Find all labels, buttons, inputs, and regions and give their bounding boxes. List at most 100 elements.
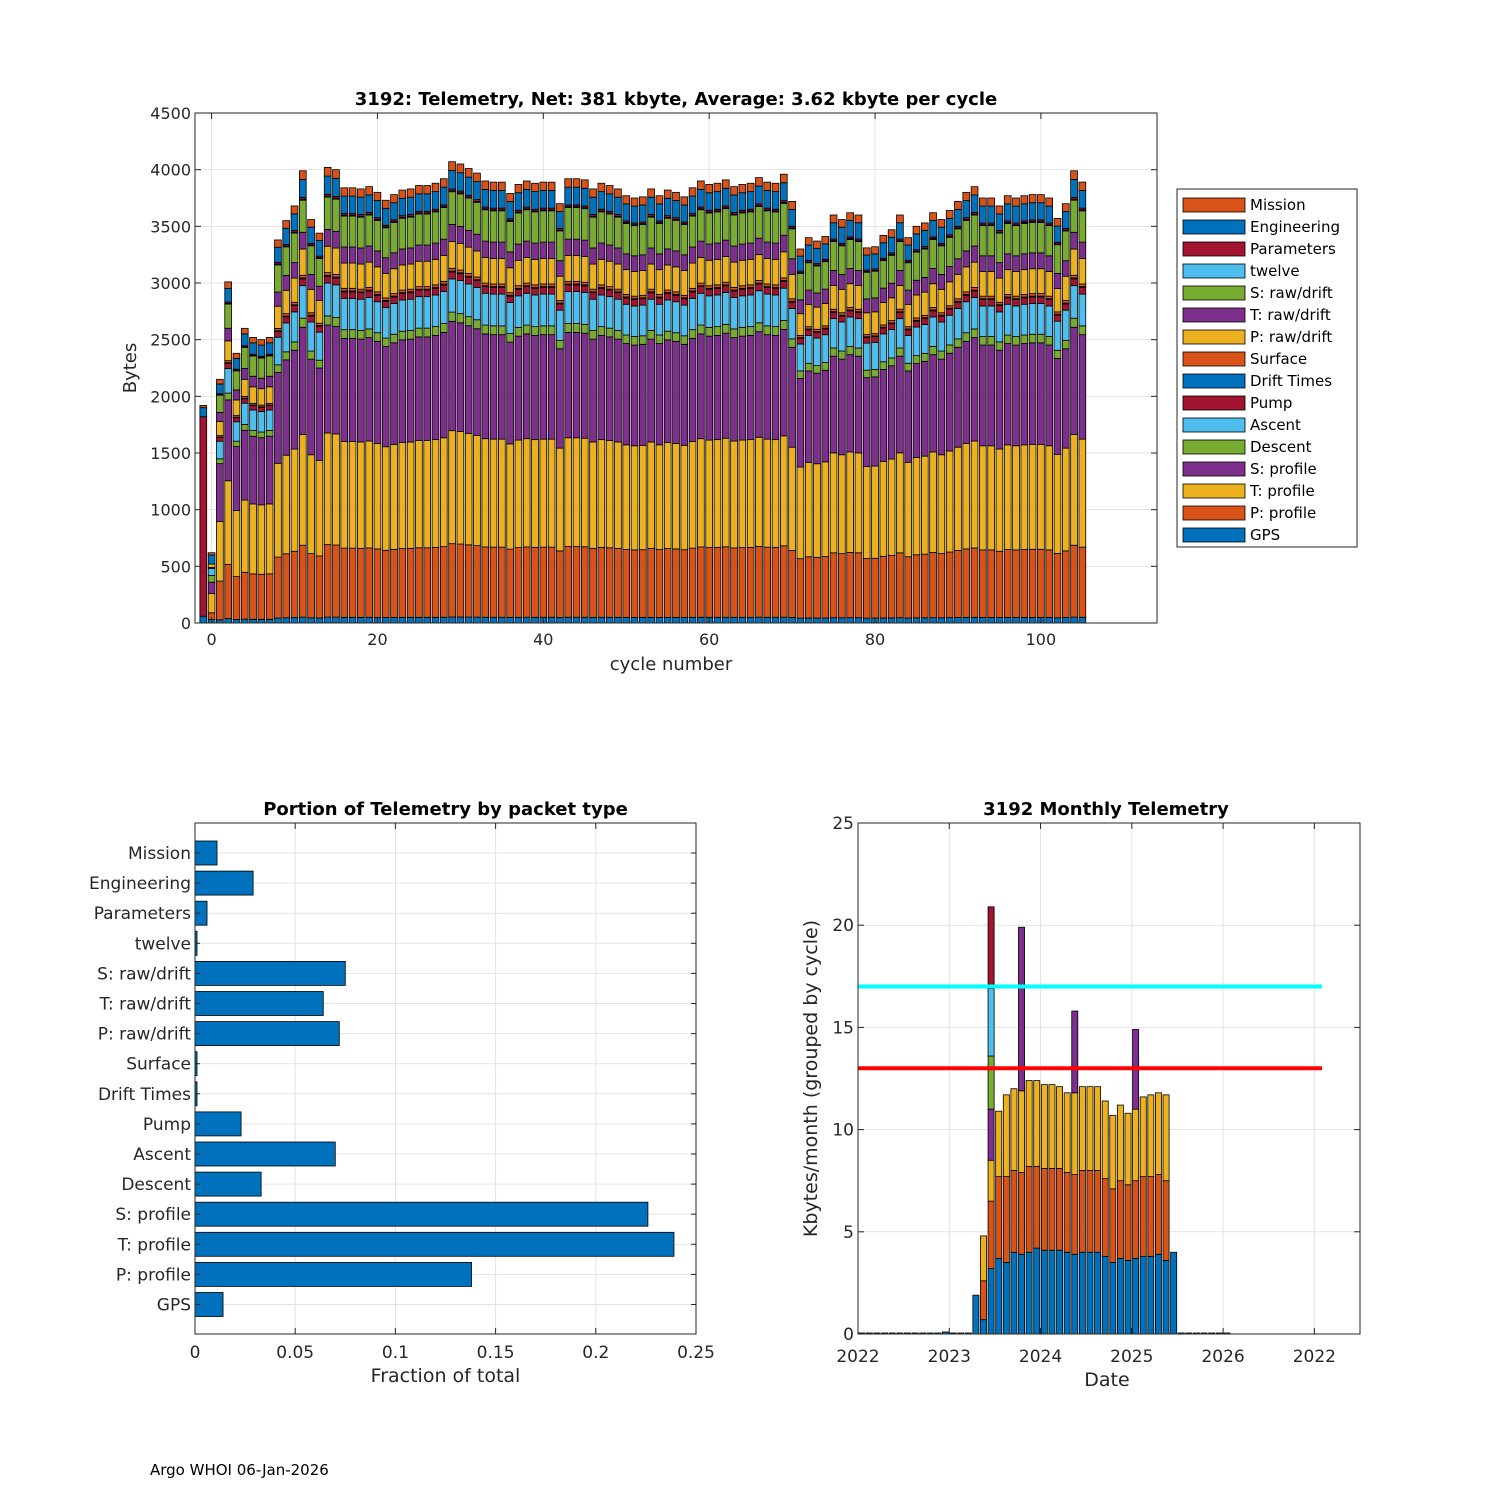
- bar-cycle-53-ascent: [647, 298, 655, 331]
- bar-cycle-83-pump: [896, 312, 904, 320]
- monthly-bar-segment: [980, 1280, 987, 1321]
- bar-cycle-15-p-raw-drift: [332, 247, 340, 275]
- bar-cycle-92-engineering: [970, 194, 979, 213]
- bar-cycle-98-gps: [1020, 617, 1029, 624]
- bar-cycle-50-t-raw-drift: [622, 253, 631, 271]
- bar-cycle-84-p-raw-drift: [904, 303, 913, 328]
- bar-cycle-34-s-raw-drift: [489, 210, 498, 243]
- bar-cycle-7-descent: [265, 430, 274, 437]
- bar-cycle-14-gps: [323, 616, 332, 624]
- bar-cycle-17-gps: [348, 616, 357, 624]
- bar-cycle-47-mission: [597, 182, 606, 193]
- bar-cycle-18-ascent: [357, 298, 365, 331]
- bar-cycle-79-p-raw-drift: [862, 312, 871, 335]
- bar-cycle-97-s-raw-drift: [1012, 225, 1020, 257]
- bar-cycle-85-pump: [912, 320, 921, 328]
- bar-cycle-25-s-raw-drift: [415, 213, 423, 246]
- bar-cycle-24-ascent: [406, 298, 415, 331]
- bar-cycle-19-descent: [365, 328, 373, 339]
- legend-swatch: [1182, 351, 1246, 367]
- bar-cycle-78-t-profile: [854, 452, 863, 554]
- bar-cycle-22-s-profile: [390, 342, 398, 445]
- bar-cycle-101-mission: [1045, 197, 1053, 207]
- bar-cycle-17-mission: [348, 187, 357, 197]
- bar-cycle-72-mission: [804, 237, 813, 246]
- monthly-bar-segment: [1116, 1180, 1124, 1259]
- bar-cycle-28-p-profile: [439, 546, 448, 618]
- bar-cycle-38-s-profile: [522, 333, 531, 440]
- bar-cycle-22-p-raw-drift: [390, 268, 398, 294]
- bar-cycle-5-p-profile: [249, 573, 257, 620]
- bar-cycle-18-t-raw-drift: [357, 247, 365, 265]
- bar-cycle-35-ascent: [498, 293, 506, 327]
- bar-cycle-95-mission: [995, 205, 1004, 215]
- bar-cycle-7-p-profile: [265, 573, 274, 620]
- bar-cycle-75-p-profile: [829, 552, 838, 619]
- bar-cycle-49-engineering: [614, 196, 622, 215]
- bar-cycle-41-s-profile: [547, 334, 556, 440]
- bar-cycle-38-descent: [522, 324, 531, 335]
- bar-cycle-16-p-profile: [340, 547, 349, 618]
- bar-cycle-77-engineering: [846, 220, 854, 238]
- bar-cycle-104-ascent: [1070, 285, 1078, 319]
- bar-cycle-34-ascent: [489, 293, 498, 327]
- bar-cycle-55-engineering: [663, 197, 672, 217]
- bar-cycle-23-gps: [398, 616, 407, 624]
- bar-cycle-103-p-profile: [1061, 550, 1070, 618]
- bar-cycle-5-t-profile: [249, 503, 257, 575]
- bar-cycle-8-engineering: [274, 246, 282, 263]
- bar-cycle-2-p-profile: [224, 563, 232, 619]
- bar-cycle-91-gps: [962, 617, 971, 624]
- bar-cycle-42-engineering: [556, 211, 564, 229]
- bar-cycle-93-pump: [979, 299, 987, 307]
- bar-cycle-77-p-profile: [846, 552, 854, 619]
- bar-cycle-72-p-profile: [804, 556, 813, 619]
- bar-cycle-101-engineering: [1045, 205, 1053, 224]
- bar-cycle-21-p-raw-drift: [381, 272, 390, 299]
- bar-cycle-57-gps: [680, 617, 689, 624]
- bar-cycle-22-gps: [390, 617, 398, 624]
- bar-cycle-26-descent: [423, 327, 432, 338]
- bar-cycle-57-p-raw-drift: [680, 270, 689, 296]
- bar-cycle-64-p-profile: [738, 547, 747, 618]
- bar-cycle-66-surface: [755, 280, 763, 284]
- bar-cycle-68-t-profile: [771, 439, 780, 548]
- monthly-bar-segment: [1170, 1251, 1178, 1335]
- bar-cycle-54-engineering: [655, 203, 664, 222]
- bar-cycle-56-pump: [672, 294, 680, 303]
- monthly-bar-segment: [972, 1294, 980, 1335]
- bar-cycle-36-engineering: [506, 201, 514, 220]
- bar-cycle-20-t-profile: [373, 443, 382, 550]
- legend-swatch: [1182, 527, 1246, 543]
- bar-cycle-104-s-profile: [1070, 326, 1078, 435]
- bar-cycle-31-engineering: [464, 176, 473, 196]
- bar-cycle-18-t-profile: [357, 441, 365, 549]
- bar-cycle-55-s-raw-drift: [663, 217, 672, 250]
- monthly-bar-segment: [1048, 1168, 1056, 1251]
- bar-cycle-91-descent: [962, 332, 971, 342]
- bar-cycle-79-pump: [862, 337, 871, 344]
- bar-cycle-43-t-raw-drift: [564, 238, 572, 256]
- bar-cycle-72-ascent: [804, 335, 813, 364]
- bar-cycle-12-p-profile: [307, 553, 315, 619]
- bar-cycle-37-s-raw-drift: [514, 212, 523, 245]
- tick-label-x: 0: [206, 630, 216, 649]
- bar-cycle-67-s-raw-drift: [763, 210, 772, 243]
- monthly-bar-segment: [1101, 1100, 1109, 1180]
- bar-cycle-38-t-raw-drift: [522, 240, 531, 258]
- bar-cycle-61-pump: [713, 287, 722, 296]
- bar-cycle-91-t-raw-drift: [962, 250, 971, 268]
- legend-swatch: [1182, 219, 1246, 235]
- bar-cycle-57-s-raw-drift: [680, 224, 689, 256]
- bar-cycle-47-descent: [597, 326, 606, 336]
- footer-text: Argo WHOI 06-Jan-2026: [150, 1461, 329, 1479]
- bar-cycle-87-s-profile: [929, 354, 937, 453]
- bar-cycle-60-pump: [705, 288, 713, 297]
- bar-cycle-82-s-profile: [887, 365, 896, 460]
- legend-swatch: [1182, 439, 1246, 455]
- bar-cycle-23-ascent: [398, 299, 407, 332]
- bar-cycle-95-pump: [995, 305, 1004, 313]
- bar-cycle-63-s-profile: [730, 337, 738, 442]
- bar-cycle-17-t-profile: [348, 441, 357, 549]
- bar-cycle-91-s-raw-drift: [962, 219, 971, 252]
